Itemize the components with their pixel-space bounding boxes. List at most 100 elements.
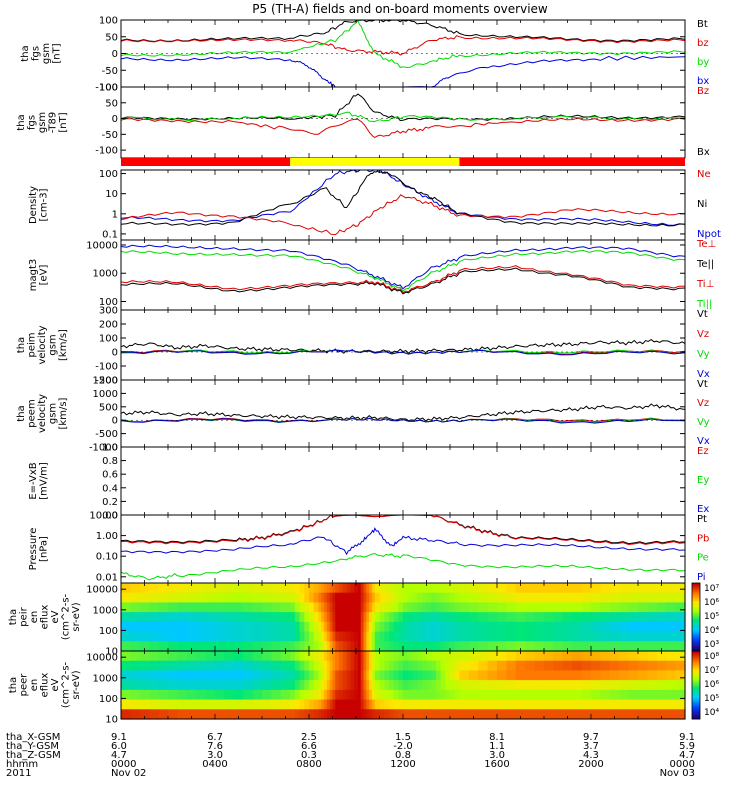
heatmap-cell <box>196 699 207 710</box>
heatmap-cell <box>544 631 554 642</box>
heatmap-cell <box>332 670 336 681</box>
ylabel-line: tha <box>16 405 27 421</box>
heatmap-cell <box>450 612 456 623</box>
heatmap-cell <box>407 699 413 710</box>
heatmap-cell <box>313 670 319 681</box>
colorbar-swatch <box>692 655 700 659</box>
heatmap-cell <box>233 602 244 613</box>
series-Vt <box>120 403 686 422</box>
heatmap-cell <box>177 670 188 681</box>
heatmap-cell <box>290 670 296 681</box>
heatmap-cell <box>294 670 301 681</box>
heatmap-cell <box>525 631 536 642</box>
heatmap-cell <box>388 621 395 633</box>
heatmap-cell <box>205 699 216 710</box>
legend-by: by <box>697 57 709 68</box>
heatmap-cell <box>581 592 592 604</box>
xaxis-value: 6.7 <box>207 732 223 743</box>
heatmap-cell <box>435 621 442 633</box>
heatmap-cell <box>666 651 677 662</box>
heatmap-cell <box>309 592 315 604</box>
heatmap-cell <box>440 602 446 613</box>
heatmap-cell <box>379 631 385 642</box>
heatmap-cell <box>313 680 319 691</box>
heatmap-cell <box>299 641 305 652</box>
heatmap-cell <box>224 699 235 710</box>
heatmap-cell <box>600 641 611 652</box>
heatmap-cell <box>186 651 197 662</box>
heatmap-cell <box>224 621 235 633</box>
heatmap-cell <box>271 680 282 691</box>
heatmap-cell <box>534 602 545 613</box>
heatmap-cell <box>130 680 141 691</box>
heatmap-cell <box>309 699 315 710</box>
heatmap-cell <box>417 660 423 672</box>
heatmap-cell <box>421 641 428 652</box>
legend-Vt: Vt <box>697 379 708 390</box>
heatmap-cell <box>619 641 630 652</box>
heatmap-cell <box>354 680 359 691</box>
heatmap-cell <box>309 689 315 701</box>
x-axis-labels: tha_X-GSMtha_Y-GSMtha_Z-GSMhhmm20119.16.… <box>6 732 695 779</box>
heatmap-cell <box>321 699 325 710</box>
heatmap-cell <box>243 631 254 642</box>
heatmap-cell <box>403 699 409 710</box>
heatmap-cell <box>374 651 381 662</box>
heatmap-cell <box>318 670 322 681</box>
heatmap-cell <box>224 583 235 594</box>
heatmap-cell <box>374 612 381 623</box>
heatmap-cell <box>591 621 601 633</box>
heatmap-cell <box>572 680 583 691</box>
legend-Ey: Ey <box>697 475 709 486</box>
heatmap-cell <box>656 651 667 662</box>
heatmap-cell <box>290 621 296 633</box>
heatmap-cell <box>412 651 418 662</box>
heatmap-cell <box>233 660 244 672</box>
heatmap-cell <box>647 660 658 672</box>
heatmap-cell <box>647 699 658 710</box>
heatmap-cell <box>431 651 437 662</box>
heatmap-cell <box>562 660 573 672</box>
heatmap-cell <box>393 660 399 672</box>
heatmap-cell <box>326 602 331 613</box>
heatmap-cell <box>363 689 367 701</box>
heatmap-cell <box>280 583 291 594</box>
xaxis-value: 1600 <box>484 759 509 770</box>
heatmap-cell <box>196 651 207 662</box>
heatmap-cell <box>168 612 178 623</box>
colorbar-swatch <box>692 628 700 632</box>
heatmap-cell <box>468 670 479 681</box>
heatmap-cell <box>388 699 395 710</box>
ytick-label: 1000 <box>93 605 118 616</box>
heatmap-cell <box>403 641 409 652</box>
heatmap-cell <box>158 689 169 701</box>
legend-Npot: Npot <box>697 229 721 240</box>
heatmap-cell <box>326 592 331 604</box>
series-Bz <box>120 117 686 138</box>
heatmap-cell <box>177 592 188 604</box>
heatmap-cell <box>412 641 418 652</box>
heatmap-cell <box>252 699 263 710</box>
heatmap-cell <box>294 602 301 613</box>
heatmap-cell <box>534 592 545 604</box>
heatmap-cell <box>666 641 677 652</box>
heatmap-cell <box>393 592 399 604</box>
heatmap-cell <box>619 709 630 720</box>
heatmap-cell <box>299 660 305 672</box>
mode-bar-segment <box>290 158 460 166</box>
heatmap-cell <box>158 621 169 633</box>
heatmap-cell <box>321 651 325 662</box>
heatmap-cell <box>403 709 409 720</box>
heatmap-cell <box>139 631 150 642</box>
heatmap-cell <box>121 583 131 594</box>
heatmap-cell <box>321 660 325 672</box>
heatmap-cell <box>478 699 489 710</box>
heatmap-cell <box>326 641 331 652</box>
heatmap-cell <box>656 699 667 710</box>
heatmap-cell <box>139 709 150 720</box>
heatmap-cell <box>440 583 446 594</box>
heatmap-cell <box>342 602 348 613</box>
heatmap-cell <box>562 699 573 710</box>
heatmap-cell <box>544 641 554 652</box>
heatmap-cell <box>304 583 310 594</box>
